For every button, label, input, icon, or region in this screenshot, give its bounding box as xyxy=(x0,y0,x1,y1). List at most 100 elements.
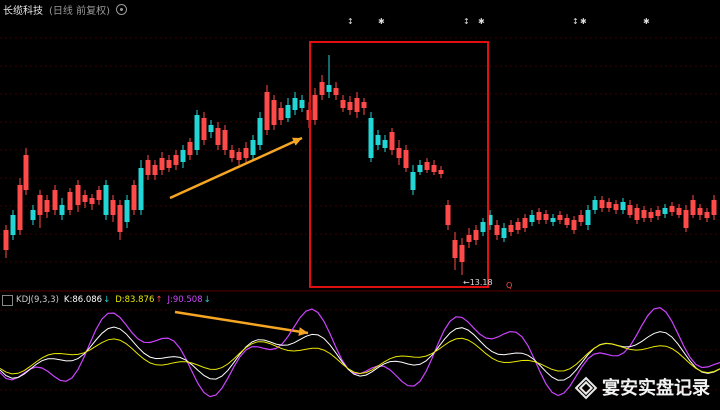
candle-body xyxy=(585,210,591,225)
logo-icon xyxy=(574,376,596,398)
candle-body xyxy=(67,192,73,210)
candle-body xyxy=(487,215,493,225)
trend-arrowhead xyxy=(292,137,302,146)
gear-icon[interactable] xyxy=(115,3,127,15)
candle-body xyxy=(704,212,710,218)
d-line xyxy=(0,337,720,375)
candle-body xyxy=(250,140,256,155)
k-line xyxy=(0,326,720,381)
candle-body xyxy=(634,208,640,220)
candle-body xyxy=(361,102,367,108)
candle-body xyxy=(138,168,144,210)
candle-body xyxy=(23,155,29,190)
candle-body xyxy=(375,135,381,145)
k-value: K:86.086 xyxy=(63,295,103,305)
candle-body xyxy=(292,98,298,110)
candle-body xyxy=(578,215,584,222)
candle-body xyxy=(389,132,395,150)
candle-body xyxy=(285,105,291,118)
candle-body xyxy=(599,200,605,208)
chart-header: 长缆科技 (日线 前复权) xyxy=(0,0,720,18)
marker-glyph: ↕ xyxy=(347,17,354,26)
candle-body xyxy=(96,190,102,200)
candle-body xyxy=(536,212,542,220)
candle-body xyxy=(480,222,486,232)
chart-mode[interactable]: (日线 前复权) xyxy=(49,5,110,17)
candle-body xyxy=(10,215,16,235)
candle-body xyxy=(557,215,563,220)
candle-body xyxy=(52,190,58,210)
candle-body xyxy=(243,148,249,158)
candle-body xyxy=(59,205,65,215)
top-markers: ↕ ✱ ↕ ✱ ↕ ✱ ✱ xyxy=(347,17,650,26)
candle-body xyxy=(278,108,284,120)
candle-body xyxy=(522,218,528,228)
j-value: J:90.508 xyxy=(167,295,203,305)
kdj-lines xyxy=(0,307,720,398)
candle-body xyxy=(37,195,43,215)
candle-body xyxy=(187,142,193,155)
candle-body xyxy=(606,202,612,208)
candle-body xyxy=(662,208,668,214)
marker-glyph: ✱ xyxy=(378,17,385,26)
trend-arrowhead xyxy=(298,327,308,336)
candle-body xyxy=(550,218,556,222)
watermark-text: 宴安实盘记录 xyxy=(602,378,710,399)
candle-body xyxy=(501,228,507,238)
indicator-name[interactable]: KDJ(9,3,3) xyxy=(16,295,59,305)
candle-body xyxy=(319,82,325,95)
candle-body xyxy=(403,150,409,168)
marker-glyph: ✱ xyxy=(478,17,485,26)
trend-arrow-line xyxy=(174,310,309,335)
k-arrow: ↓ xyxy=(103,295,111,305)
candle-body xyxy=(543,214,549,220)
d-value: D:83.876 xyxy=(115,295,155,305)
j-arrow: ↓ xyxy=(203,295,211,305)
candle-body xyxy=(30,210,36,220)
candle-body xyxy=(648,212,654,218)
candle-body xyxy=(368,118,374,158)
annotation-arrows xyxy=(169,136,309,336)
candle-body xyxy=(410,172,416,190)
candle-body xyxy=(89,198,95,204)
candle-body xyxy=(44,200,50,212)
q-marker: Q xyxy=(506,281,512,290)
candle-body xyxy=(641,210,647,218)
stock-name[interactable]: 长缆科技 xyxy=(3,5,43,17)
candle-body xyxy=(117,205,123,232)
candle-body xyxy=(180,150,186,162)
candle-body xyxy=(396,148,402,158)
candle-body xyxy=(655,210,661,216)
candle-body xyxy=(110,200,116,215)
candle-body xyxy=(326,85,332,92)
candle-body xyxy=(340,100,346,108)
candle-body xyxy=(620,202,626,210)
candle-body xyxy=(222,130,228,150)
candlestick-series xyxy=(3,55,717,275)
candle-body xyxy=(201,118,207,140)
candle-body xyxy=(676,208,682,215)
candle-body xyxy=(82,195,88,202)
marker-glyph: ✱ xyxy=(643,17,650,26)
indicator-toggle-icon[interactable] xyxy=(2,294,13,306)
trend-arrow-line xyxy=(169,136,303,200)
candle-body xyxy=(257,118,263,145)
marker-glyph: ✱ xyxy=(580,17,587,26)
candle-body xyxy=(264,92,270,130)
candle-body xyxy=(194,115,200,150)
candle-body xyxy=(236,152,242,160)
watermark: 宴安实盘记录 xyxy=(574,374,710,400)
d-arrow: ↑ xyxy=(155,295,163,305)
candle-body xyxy=(159,158,165,170)
candle-body xyxy=(124,200,130,222)
candle-body xyxy=(173,155,179,165)
candle-body xyxy=(417,165,423,172)
candle-body xyxy=(466,235,472,242)
candle-body xyxy=(613,204,619,210)
candle-body xyxy=(431,165,437,172)
candle-body xyxy=(690,200,696,215)
candle-body xyxy=(166,160,172,168)
candle-body xyxy=(529,215,535,222)
candle-body xyxy=(683,210,689,228)
